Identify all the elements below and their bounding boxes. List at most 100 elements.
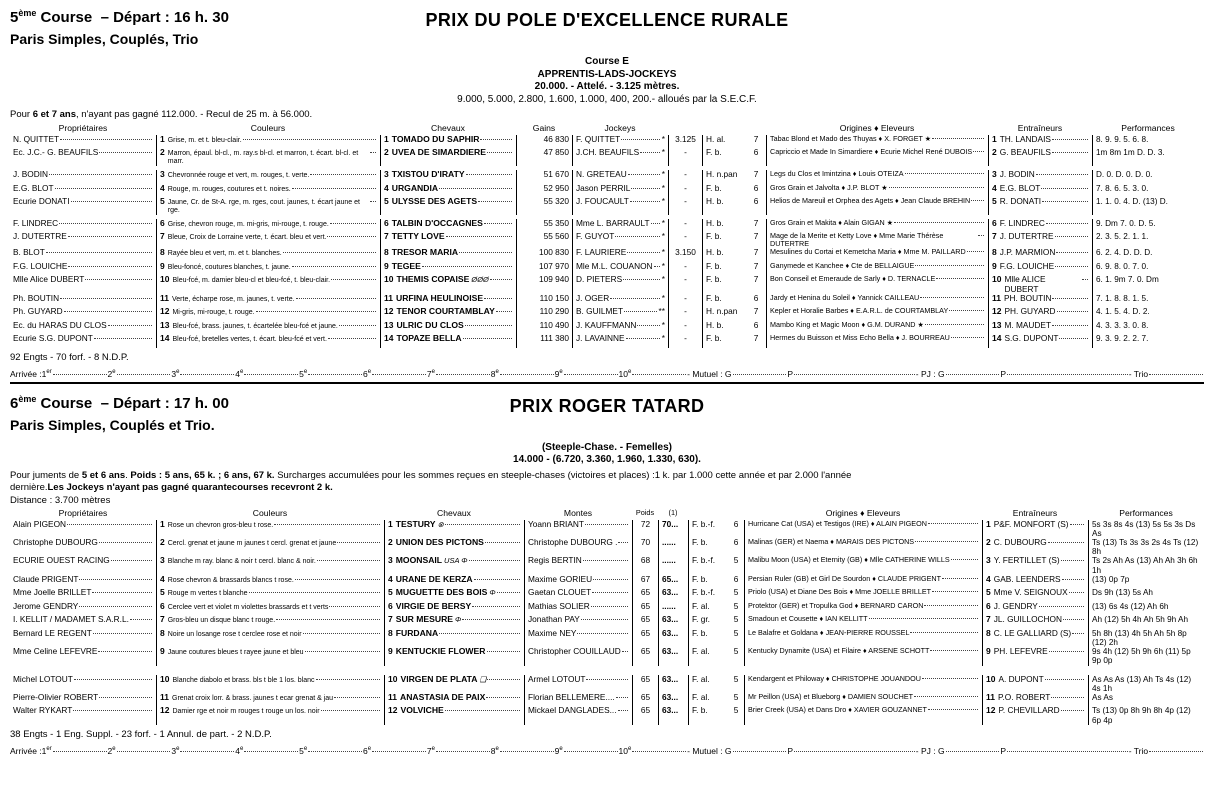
row-number: 7 bbox=[388, 614, 393, 625]
origins-cell: Kepler et Horalie Barbes ♦ E.A.R.L. de C… bbox=[766, 307, 988, 321]
jockey-cell: Mme L. BARRAULT * bbox=[572, 218, 668, 233]
horse-name: URGANDIA bbox=[391, 182, 439, 193]
dotted-leader bbox=[338, 324, 376, 326]
position-number: 5 bbox=[299, 368, 304, 379]
dotted-leader bbox=[110, 560, 152, 562]
origins-breeders: Priolo (USA) et Diane Des Bois ♦ Mme JOE… bbox=[748, 587, 932, 597]
horse-mark: ❑ bbox=[479, 674, 487, 684]
age-value: 5 bbox=[733, 555, 739, 566]
gains-value: 107 970 bbox=[539, 260, 569, 271]
age-cell: 5 bbox=[728, 646, 744, 665]
origins-cell: Ganymede et Kanchee ♦ Cte de BELLAIGUE bbox=[766, 261, 988, 276]
age-value: 6 bbox=[753, 182, 759, 193]
sex-coat: H. b. bbox=[706, 247, 724, 258]
dotted-leader bbox=[370, 152, 376, 154]
gains-value: 100 830 bbox=[539, 247, 569, 258]
performances-value: As As As (13) Ah Ts 4s (12) 4s 1h bbox=[1092, 674, 1192, 693]
performances-cell: Ts (13) 0p 8h 9h 8h 4p (12) 6p 4p bbox=[1088, 706, 1204, 725]
sex-coat: H. b. bbox=[706, 196, 724, 207]
colors-cell: 5 Rouge m vertes t blanche bbox=[156, 588, 384, 602]
dotted-leader bbox=[45, 252, 152, 254]
dotted-leader bbox=[499, 373, 554, 375]
sex-coat: F. b. bbox=[692, 537, 708, 547]
sex-cell: F. b. bbox=[702, 182, 746, 198]
performances-value: Ts 2s Ah As (13) Ah Ah 3h 6h 1h bbox=[1092, 556, 1198, 575]
dotted-leader bbox=[473, 578, 520, 580]
horse-cell: 5 MUGUETTE DES BOIS Φ bbox=[384, 588, 524, 602]
sex-coat: F. b. bbox=[706, 182, 722, 193]
row-number: 8 bbox=[160, 247, 165, 258]
poids-cell: 72 bbox=[632, 519, 658, 538]
dotted-leader bbox=[308, 750, 363, 752]
row-number: 10 bbox=[160, 673, 170, 684]
dotted-leader bbox=[650, 222, 660, 224]
colors-cell: 7 Bleue, Croix de Lorraine verte, t. écar… bbox=[156, 232, 380, 249]
dotted-leader bbox=[580, 619, 628, 621]
position-number: 9 bbox=[554, 745, 560, 756]
origins-breeders: Le Balafre et Goldana ♦ JEAN-PIERRE ROUS… bbox=[748, 627, 910, 637]
dotted-leader bbox=[624, 311, 657, 313]
arrivee-position: 5e bbox=[299, 369, 307, 379]
colors-cell: 7 Gros-bleu un disque blanc t rouge. bbox=[156, 615, 384, 629]
owner-name: I. KELLIT / MADAMET S.A.R.L. bbox=[13, 614, 129, 625]
dotted-leader bbox=[496, 592, 520, 594]
position-number: 4 bbox=[235, 368, 241, 379]
sex-coat: F. b. bbox=[706, 147, 722, 158]
horse-name: TETTY LOVE bbox=[391, 231, 445, 242]
dotted-leader bbox=[732, 750, 787, 752]
age-value: 6 bbox=[733, 518, 739, 529]
dotted-leader bbox=[329, 222, 376, 224]
row-number: 2 bbox=[160, 147, 165, 158]
poids1-value: ...... bbox=[662, 600, 676, 611]
owner-cell: F. LINDREC bbox=[10, 218, 156, 233]
jockey-name: B. GUILMET bbox=[576, 306, 624, 317]
dotted-leader bbox=[85, 279, 152, 281]
row-number: 12 bbox=[986, 705, 996, 716]
poids1-cell: 65... bbox=[658, 574, 688, 589]
race-title: PRIX ROGER TATARD bbox=[509, 395, 705, 416]
owner-name: J. BODIN bbox=[13, 169, 49, 180]
age-cell: 5 bbox=[728, 614, 744, 629]
arrivee-position: 5e bbox=[299, 746, 307, 756]
arrivee-line: Arrivée : 1er 2e 3e 4e 5e 6e 7e 8e 9e 10e - Mutuel… bbox=[10, 746, 1204, 756]
owner-name: Ec. du HARAS DU CLOS bbox=[13, 319, 107, 330]
owner-cell: Mme Celine LEFEVRE bbox=[10, 646, 156, 665]
performances-value: 4. 3. 3. 3. 0. 8. bbox=[1096, 320, 1149, 330]
jockey-name: D. PIETERS bbox=[576, 274, 623, 285]
trainer-cell: 11 P.O. ROBERT bbox=[982, 692, 1088, 707]
dotted-leader bbox=[73, 678, 152, 680]
row-number: 2 bbox=[986, 537, 991, 547]
row-number: 12 bbox=[160, 705, 170, 716]
jockey-name: J. FOUCAULT bbox=[576, 196, 629, 207]
sex-coat: F. b. bbox=[692, 627, 708, 638]
jockey-asterisk: * bbox=[661, 182, 665, 193]
performances-cell: 7. 1. 8. 8. 1. 5. bbox=[1092, 293, 1204, 308]
race-6-section: 6ème Course – Départ : 17 h. 00 Paris Si… bbox=[10, 392, 1204, 756]
horse-name: FURDANA bbox=[395, 627, 439, 638]
origins-breeders: Mage de la Merite et Ketty Love ♦ Mme Ma… bbox=[770, 231, 944, 249]
row-number: 3 bbox=[992, 169, 997, 180]
age-value: 7 bbox=[753, 274, 759, 285]
monte-name: Jonathan PAY bbox=[528, 614, 580, 625]
owner-name: Christophe DUBOURG bbox=[13, 537, 98, 547]
jockey-cell: J. OGER * bbox=[572, 293, 668, 308]
position-number: 1 bbox=[41, 368, 47, 379]
owner-cell: Ec. du HARAS DU CLOS bbox=[10, 319, 156, 335]
monte-cell: Maxime GORIEU bbox=[524, 574, 632, 589]
dotted-leader bbox=[370, 201, 376, 203]
horse-mark: ⊗ bbox=[437, 519, 444, 529]
performances-value: 1m 8m 1m D. D. 3. bbox=[1096, 148, 1165, 158]
horse-name: URANE DE KERZA bbox=[395, 573, 473, 584]
poids-value: 67 bbox=[640, 573, 651, 584]
horse-cell: 9 KENTUCKIE FLOWER bbox=[384, 646, 524, 666]
jockey-name: J.CH. BEAUFILS bbox=[576, 147, 640, 158]
colors-description: Jaune coutures bleues t rayee jaune et b… bbox=[167, 649, 304, 657]
age-cell: 6 bbox=[728, 537, 744, 556]
dotted-leader bbox=[116, 750, 171, 752]
monte-name: Mathias SOLIER bbox=[528, 600, 590, 611]
pj-label: - PJ : G bbox=[915, 368, 945, 379]
gains-cell: 55 320 bbox=[516, 196, 572, 215]
col-header-couleurs: Couleurs bbox=[250, 122, 286, 133]
dotted-leader bbox=[60, 297, 152, 299]
horse-cell: 12 TENOR COURTAMBLAY bbox=[380, 307, 516, 321]
